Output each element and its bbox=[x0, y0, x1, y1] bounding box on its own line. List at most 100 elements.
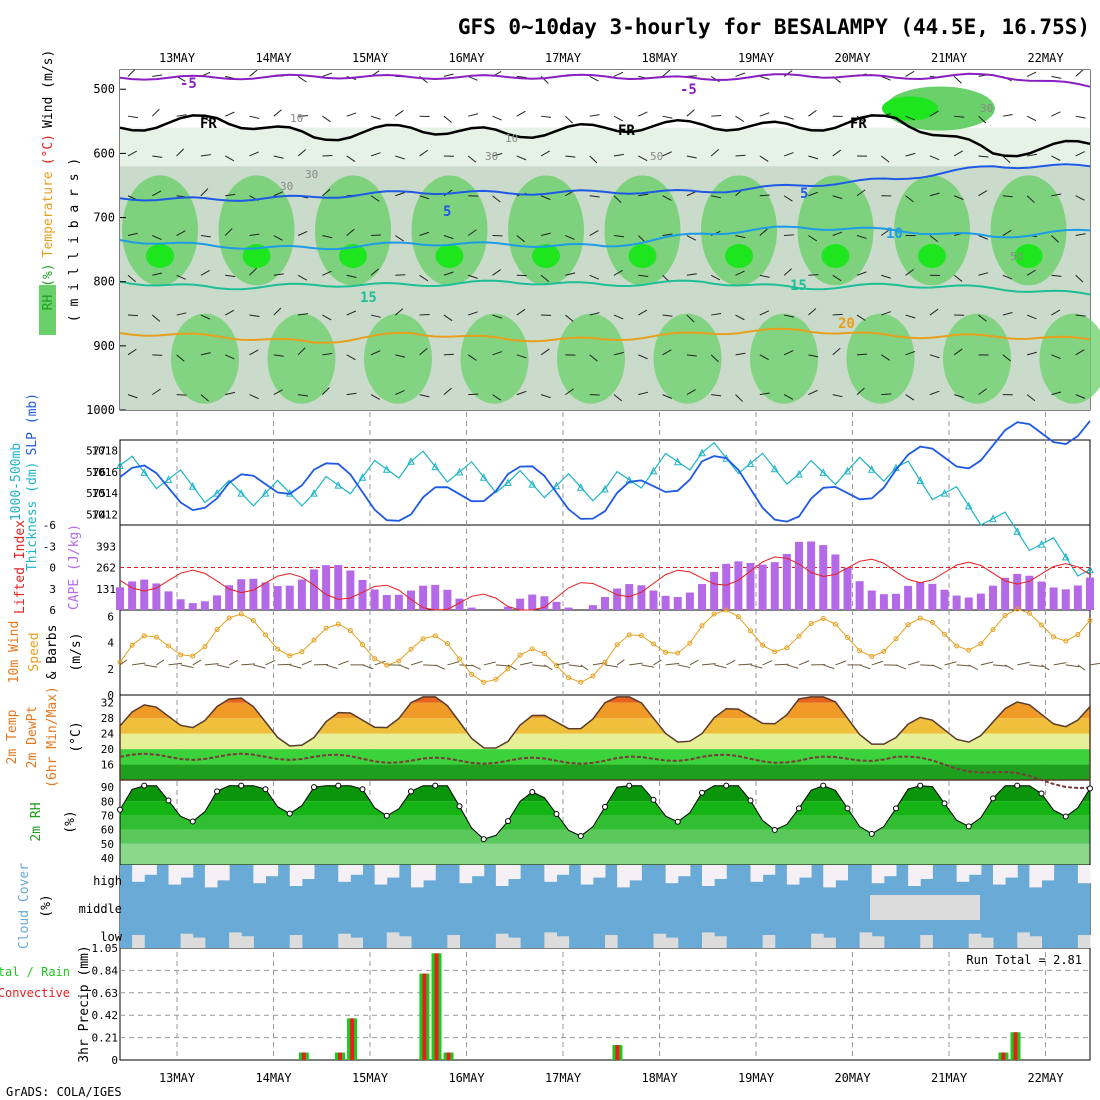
cape-bar bbox=[188, 603, 197, 610]
wind-speed-marker bbox=[578, 679, 584, 685]
cloud-gap-high bbox=[580, 865, 594, 885]
wind-barb bbox=[710, 354, 719, 363]
isotherm-label: 15 bbox=[360, 290, 377, 306]
wind-barb bbox=[273, 191, 284, 197]
isotherm-20 bbox=[119, 327, 1091, 344]
wind-barb bbox=[808, 389, 818, 396]
temp-tick: 20 bbox=[101, 743, 114, 756]
wind-barb bbox=[541, 115, 552, 118]
wind-barb bbox=[856, 235, 867, 239]
cape-bar bbox=[358, 579, 367, 610]
wind-barb bbox=[176, 230, 186, 236]
wind-barb bbox=[1026, 71, 1037, 77]
wind-barb bbox=[516, 110, 526, 117]
cape-bar bbox=[419, 585, 428, 610]
wind-barb bbox=[589, 155, 598, 164]
wind-barb bbox=[1002, 113, 1013, 117]
wind-barb bbox=[905, 394, 915, 401]
wind-barb bbox=[249, 151, 259, 157]
wind-barb-10m bbox=[192, 659, 202, 666]
precip-tick: 1.05 bbox=[92, 942, 119, 955]
cloud-gap-low bbox=[398, 936, 412, 948]
thickness-marker bbox=[795, 469, 803, 478]
wind-barb-10m bbox=[568, 664, 583, 668]
rh-contour-label: 50 bbox=[650, 150, 663, 163]
wind-barb-10m bbox=[132, 662, 146, 666]
rh-marker bbox=[1014, 782, 1021, 789]
wind-barb bbox=[638, 274, 649, 277]
thickness-marker bbox=[237, 489, 246, 497]
wind-barb bbox=[1051, 391, 1062, 396]
wind-barb bbox=[832, 149, 842, 157]
wind-tick: 4 bbox=[107, 637, 114, 650]
rh-blob bbox=[364, 313, 432, 404]
wind-barb bbox=[200, 115, 210, 122]
y-axis-label-wind: Speed bbox=[27, 632, 42, 671]
wind-barb bbox=[759, 274, 770, 278]
y-axis-label-cape: Lifted Index bbox=[13, 520, 28, 614]
wind-speed-marker bbox=[772, 649, 778, 655]
wind-barb bbox=[394, 308, 404, 316]
wind-barb-10m bbox=[338, 660, 349, 666]
cape-bar bbox=[285, 585, 294, 610]
y-axis-label-part: Thickness (dm) bbox=[25, 462, 40, 572]
wind-barb bbox=[1002, 155, 1011, 164]
wind-barb bbox=[176, 394, 187, 396]
wind-barb bbox=[249, 267, 257, 276]
wind-barb bbox=[953, 274, 963, 282]
rh-blob-bright bbox=[339, 244, 367, 269]
wind-barb bbox=[613, 195, 622, 204]
cape-bar bbox=[685, 592, 694, 610]
wind-barb bbox=[759, 75, 770, 80]
wind-barb-10m bbox=[835, 660, 847, 666]
wind-barb bbox=[589, 114, 600, 117]
wind-barb bbox=[929, 235, 939, 243]
wind-barb-10m bbox=[701, 663, 716, 666]
wind-barb bbox=[225, 391, 236, 396]
cape-bar bbox=[892, 593, 900, 610]
cloud-gap-low bbox=[229, 932, 242, 948]
wind-barb-10m bbox=[1041, 664, 1050, 671]
cape-bar bbox=[601, 597, 609, 610]
cape-bar bbox=[1086, 577, 1094, 610]
wind-barb bbox=[613, 351, 624, 356]
wind-barb bbox=[516, 390, 527, 396]
cloud-gap-high bbox=[471, 865, 485, 877]
rh-blob-bright bbox=[242, 244, 271, 269]
wind-barb bbox=[662, 195, 672, 201]
cape-tick: 393 bbox=[96, 540, 116, 553]
wind-barb bbox=[152, 155, 163, 158]
isotherm-label: 5 bbox=[443, 204, 451, 220]
wind-barb bbox=[443, 314, 453, 322]
wind-barb bbox=[613, 235, 624, 238]
wind-barb bbox=[589, 195, 600, 198]
wind-barb bbox=[710, 274, 721, 281]
wind-speed-marker bbox=[614, 642, 620, 648]
y-axis-label-cape: CAPE (J/kg) bbox=[67, 524, 82, 610]
wind-barb bbox=[686, 191, 697, 197]
wind-barb bbox=[1026, 351, 1037, 356]
wind-speed-marker bbox=[275, 646, 281, 652]
wind-barb-10m bbox=[374, 660, 386, 666]
thickness-marker bbox=[164, 475, 173, 483]
wind-barb bbox=[856, 314, 866, 321]
wind-barb bbox=[443, 271, 454, 276]
rh-marker bbox=[820, 782, 827, 789]
wind-barb bbox=[735, 314, 745, 321]
date-tick-bottom: 21MAY bbox=[931, 1071, 968, 1085]
wind-barb-10m bbox=[398, 664, 410, 670]
wind-speed-marker bbox=[166, 643, 171, 649]
wind-barb bbox=[832, 195, 843, 200]
wind-barb-10m bbox=[265, 660, 276, 666]
cape-bar bbox=[540, 596, 549, 610]
cape-bar bbox=[831, 554, 840, 610]
wind-barb bbox=[443, 387, 452, 395]
wind-barb bbox=[273, 389, 283, 396]
rh-tick: 70 bbox=[101, 809, 114, 822]
slp-tick: 1012 bbox=[92, 508, 119, 521]
wind-barb bbox=[808, 109, 817, 117]
rh-marker bbox=[941, 800, 948, 807]
rh-marker bbox=[626, 782, 633, 789]
wind-barb bbox=[249, 314, 260, 317]
wind-barb bbox=[492, 195, 501, 203]
